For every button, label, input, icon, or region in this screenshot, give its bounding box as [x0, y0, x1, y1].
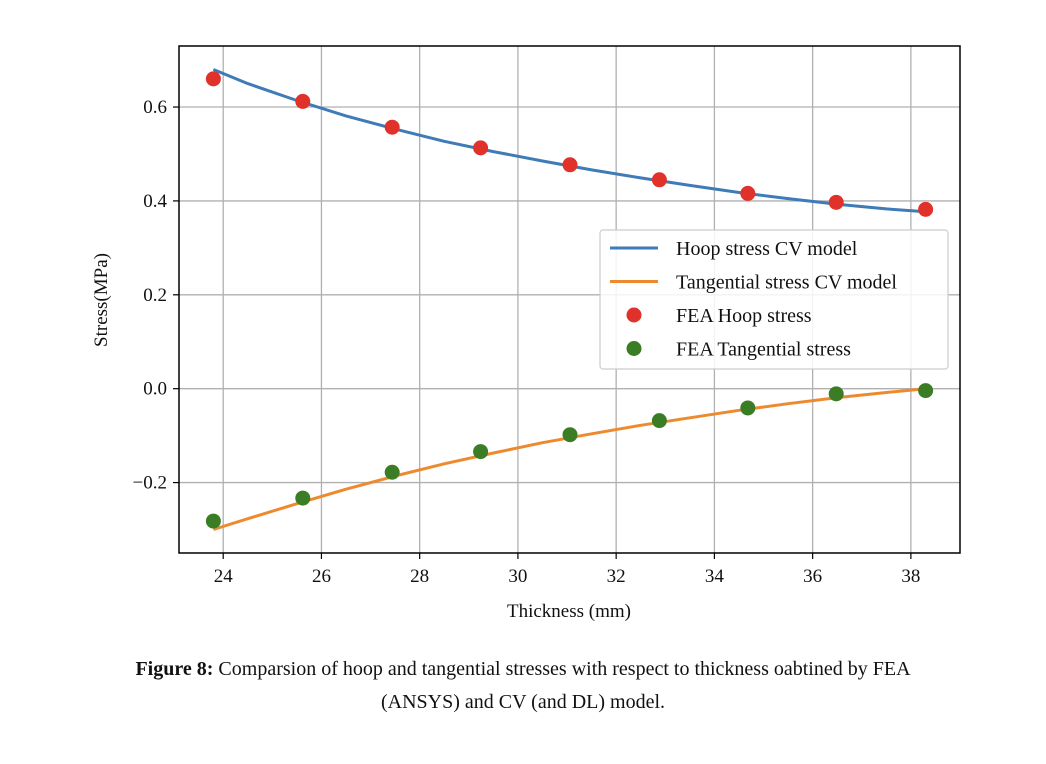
fea-hoop-stress-point: [295, 93, 311, 109]
x-tick-label: 34: [705, 566, 725, 587]
stress-chart: 24 26 28 30 32 34 36 38 −0.2 0.0 0.2 0.4 0.6 Thickn…: [91, 45, 961, 622]
hoop-stress-cv-model-line: [212, 68, 926, 214]
y-axis-label: Stress(MPa): [91, 253, 112, 347]
legend: Hoop stress CV model Tangential stress CV…: [599, 229, 949, 370]
fea-tangential-stress-point: [740, 400, 756, 416]
fea-hoop-stress-point: [828, 194, 844, 210]
fea-hoop-stress-point: [562, 157, 578, 173]
x-tick-label: 32: [607, 566, 626, 587]
x-tick-label: 36: [803, 566, 822, 587]
series-points: [205, 71, 934, 529]
x-tick-label: 26: [312, 566, 331, 587]
legend-label-fea-tangential-stress: FEA Tangential stress: [676, 339, 851, 361]
fea-hoop-stress-point: [205, 71, 221, 87]
fea-tangential-stress-point: [295, 490, 311, 506]
y-axis-ticks: −0.2 0.0 0.2 0.4 0.6: [133, 97, 179, 494]
x-tick-label: 28: [410, 566, 429, 587]
figure-caption: Figure 8: Comparsion of hoop and tangent…: [0, 653, 1046, 719]
x-tick-label: 24: [214, 566, 234, 587]
fea-hoop-stress-point: [384, 119, 400, 135]
legend-label-fea-hoop-stress: FEA Hoop stress: [676, 305, 812, 327]
y-tick-label: 0.0: [143, 379, 167, 400]
fea-tangential-stress-point: [562, 427, 578, 443]
fea-tangential-stress-point: [384, 464, 400, 480]
y-tick-label: 0.2: [143, 285, 167, 306]
fea-hoop-stress-point: [473, 140, 489, 156]
fea-hoop-stress-point: [918, 201, 934, 217]
legend-label-hoop-stress-cv-model: Hoop stress CV model: [676, 238, 858, 260]
x-tick-label: 30: [508, 566, 527, 587]
legend-box: [599, 229, 949, 370]
fea-tangential-stress-point: [918, 383, 934, 399]
fea-hoop-stress-point: [740, 185, 756, 201]
x-tick-label: 38: [901, 566, 920, 587]
fea-hoop-stress-point: [651, 172, 667, 188]
y-tick-label: −0.2: [133, 473, 167, 494]
fea-tangential-stress-point: [828, 386, 844, 402]
legend-label-tangential-stress-cv-model: Tangential stress CV model: [676, 272, 897, 294]
x-axis-label: Thickness (mm): [507, 601, 631, 622]
legend-swatch-fea-hoop-stress: [626, 307, 642, 323]
plot-frame: [178, 45, 961, 554]
y-tick-label: 0.6: [143, 97, 167, 118]
caption-text-1: Comparsion of hoop and tangential stress…: [213, 658, 911, 680]
caption-label: Figure 8:: [135, 658, 214, 680]
y-tick-label: 0.4: [143, 191, 167, 212]
fea-tangential-stress-point: [473, 444, 489, 460]
fea-tangential-stress-point: [651, 413, 667, 429]
caption-line-2: (ANSYS) and CV (and DL) model.: [380, 691, 666, 713]
x-axis-ticks: 24 26 28 30 32 34 36 38: [214, 553, 920, 587]
legend-swatch-fea-tangential-stress: [626, 341, 642, 356]
caption-line-1: Figure 8: Comparsion of hoop and tangent…: [0, 653, 1046, 686]
tangential-stress-cv-model-line: [212, 387, 926, 531]
fea-tangential-stress-point: [205, 513, 221, 529]
